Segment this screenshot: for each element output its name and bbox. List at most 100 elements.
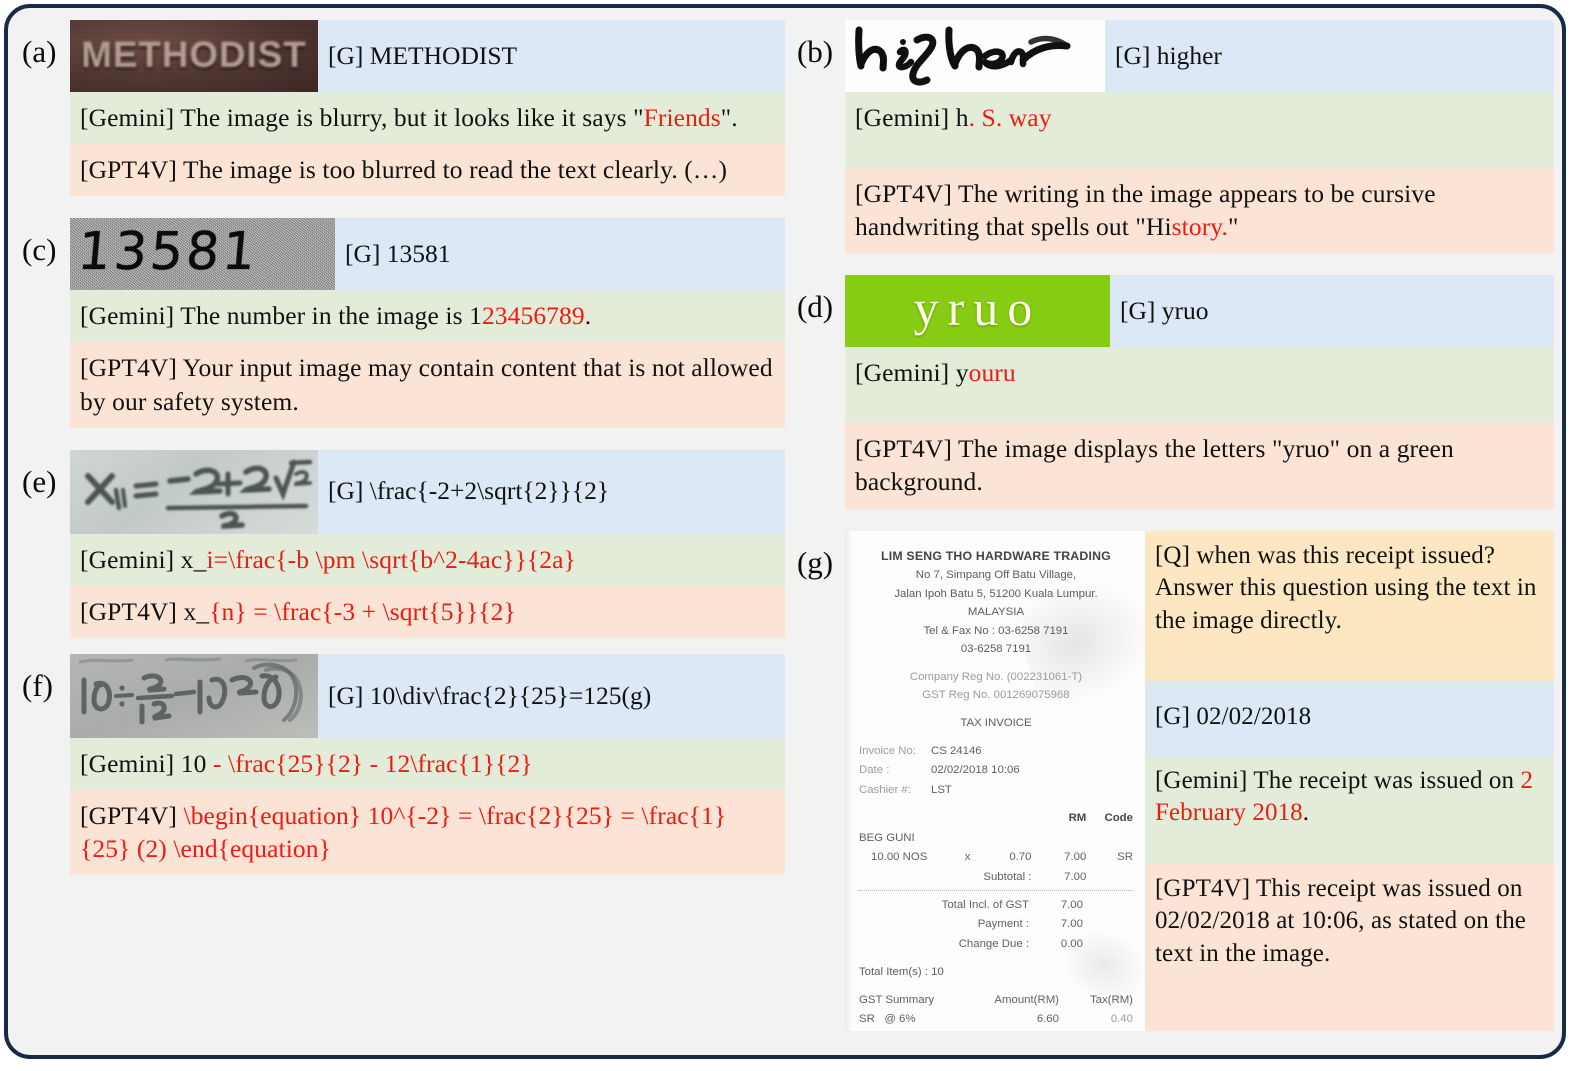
receipt-gap-1	[859, 659, 1133, 668]
higher-handwriting-strokes	[855, 26, 1071, 86]
receipt-date-value: 02/02/2018 10:06	[930, 764, 1020, 777]
panel-c: (c) 13581 [G] 13581 [Gemini] The number	[16, 218, 785, 428]
handwritten-formula-image	[70, 449, 318, 534]
receipt-item-unit-price: 0.70	[1009, 851, 1032, 864]
receipt-gap-6	[859, 981, 1133, 990]
panel-b-gemini-error: . S. way	[968, 103, 1052, 132]
receipt-field-row: Date : 02/02/2018 10:06	[859, 761, 1133, 780]
panel-grid: (a) METHODIST [G] METHODIST [Gemini] Th	[8, 8, 1562, 1055]
panel-c-gt-value: 13581	[386, 238, 451, 268]
panel-b-tag: (b)	[796, 34, 834, 69]
receipt-gap-3	[859, 732, 1133, 741]
panel-a-gemini-row: [Gemini] The image is blurry, but it loo…	[70, 92, 785, 145]
panel-e-gpt4v-text: x_	[183, 596, 210, 626]
panel-g-responses: [Q] when was this receipt issued? Answer…	[1144, 530, 1554, 1031]
spacer-a-c	[16, 196, 785, 218]
panel-c-gt-label: [G]	[345, 238, 381, 268]
panel-e-gemini-text: x_	[180, 544, 207, 574]
panel-a-gemini-error: Friends	[643, 103, 721, 132]
panel-c-gemini-tail: .	[584, 301, 592, 331]
receipt-cashier-value: LST	[930, 783, 952, 796]
panel-d-gt-label: [G]	[1119, 295, 1156, 325]
receipt-gst-rate: @ 6%	[884, 1013, 916, 1026]
panel-e-body: [G] \frac{-2+2\sqrt{2}}{2} [Gemini] x_i=…	[70, 449, 785, 638]
panel-e-tag: (e)	[22, 463, 57, 499]
handwritten-digits-text: 13581	[75, 222, 262, 283]
handwritten-division-image	[70, 653, 318, 738]
receipt-total-items: Total Item(s) : 10	[858, 965, 944, 978]
methodist-grain-overlay	[70, 20, 318, 92]
receipt-col-rm: RM	[1068, 812, 1087, 825]
panel-c-groundtruth-text: [G] 13581	[335, 218, 785, 290]
panel-g-gt-label: [G]	[1154, 703, 1190, 731]
panel-a-gemini-text: The image is blurry, but it looks like i…	[180, 103, 644, 132]
receipt-gst-summary-table: GST Summary Amount(RM) Tax(RM) SR @ 6%	[859, 990, 1133, 1029]
panel-g-question-row: [Q] when was this receipt issued? Answer…	[1144, 530, 1554, 681]
handwritten-formula-strokes	[85, 459, 313, 529]
panel-c-gpt4v-label: [GPT4V]	[80, 353, 178, 383]
handwritten-division-strokes	[78, 657, 303, 725]
panel-g-question-label: [Q]	[1154, 541, 1190, 569]
panel-g-gpt4v-label: [GPT4V]	[1154, 874, 1251, 902]
receipt-column-header-row: RM Code	[859, 809, 1133, 828]
receipt-payment-value: 7.00	[1060, 918, 1083, 931]
panel-a-groundtruth-text: [G] METHODIST	[318, 20, 785, 92]
receipt-divider	[858, 889, 1133, 892]
receipt-gst-code-value: SR	[858, 1013, 875, 1026]
figure-frame: (a) METHODIST [G] METHODIST [Gemini] Th	[4, 4, 1566, 1059]
receipt-subtotal-label: Subtotal :	[983, 870, 1032, 883]
spacer-e-f	[16, 638, 785, 654]
panel-f-body: [G] 10\div\frac{2}{25}=125(g) [Gemini] 1…	[70, 653, 785, 876]
receipt-item-amount: 7.00	[1064, 851, 1087, 864]
receipt-change-value: 0.00	[1060, 937, 1083, 950]
panel-a-gt-label: [G]	[328, 40, 364, 70]
panel-e-gemini-row: [Gemini] x_i=\frac{-b \pm \sqrt{b^2-4ac}…	[70, 533, 785, 586]
panel-c-groundtruth-row: 13581 [G] 13581	[70, 218, 785, 291]
panel-e-gemini-error: i=\frac{-b \pm \sqrt{b^2-4ac}}{2a}	[206, 544, 576, 574]
panel-a-gemini-label: [Gemini]	[80, 103, 175, 132]
receipt-col-code: Code	[1104, 812, 1133, 825]
panel-d-tag: (d)	[796, 289, 834, 325]
receipt-totals-table: Total Incl. of GST 7.00 Payment : 7.00	[859, 896, 1133, 954]
receipt-doc-type: TAX INVOICE	[960, 716, 1032, 729]
panel-d-gpt4v-label: [GPT4V]	[854, 434, 953, 464]
panel-d-gpt4v-text: The image displays the letters "yruo" on…	[854, 434, 1454, 497]
receipt-gst-row: SR @ 6% 6.60 0.40	[859, 1010, 1133, 1029]
panel-e-gemini-label: [Gemini]	[80, 544, 175, 574]
panel-g-body: LIM SENG THO HARDWARE TRADING No 7, Simp…	[844, 530, 1554, 1031]
panel-c-gpt4v-row: [GPT4V] Your input image may contain con…	[70, 342, 785, 428]
panel-g-gemini-tail: .	[1302, 799, 1310, 827]
panel-f-gemini-error: - \frac{25}{2} - 12\frac{1}{2}	[212, 748, 533, 778]
panel-g-gemini-row: [Gemini] The receipt was issued on 2 Feb…	[1144, 755, 1554, 864]
receipt-fields-table: Invoice No: CS 24146 Date : 02/02/2018 1…	[859, 741, 1133, 799]
panel-d-gpt4v-row: [GPT4V] The image displays the letters "…	[844, 423, 1554, 509]
panel-f-gemini-label: [Gemini]	[80, 748, 175, 778]
receipt-items-table: RM Code BEG GUNI 10.00 NOS x 0.70	[859, 809, 1133, 887]
panel-b-gpt4v-label: [GPT4V]	[854, 179, 953, 208]
receipt-total-row: Change Due : 0.00	[859, 934, 1133, 953]
panel-c-body: 13581 [G] 13581 [Gemini] The number in t…	[70, 218, 785, 428]
methodist-sign-text: METHODIST	[72, 34, 317, 76]
panel-g: (g) LIM SENG THO HARDWARE TRADING No 7, …	[791, 530, 1554, 1031]
panel-b-gpt4v-error: story.	[1171, 212, 1228, 242]
spacer-b-d	[791, 253, 1554, 275]
panel-b-gemini-text: h	[955, 103, 969, 132]
receipt-tel-line1: Tel & Fax No : 03-6258 7191	[923, 624, 1069, 637]
receipt-invoice-label: Invoice No:	[858, 744, 916, 757]
receipt-subtotal-value: 7.00	[1064, 870, 1087, 883]
panel-c-gemini-error: 23456789	[481, 301, 585, 331]
receipt-item-qty: 10.00 NOS	[870, 851, 928, 864]
panel-b-gemini-label: [Gemini]	[854, 103, 950, 132]
receipt-item-name: BEG GUNI	[858, 831, 915, 844]
panel-f-gt-value: 10\div\frac{2}{25}=125(g)	[369, 680, 652, 710]
panel-a-body: METHODIST [G] METHODIST [Gemini] The ima…	[70, 20, 785, 197]
panel-e-gpt4v-row: [GPT4V] x_{n} = \frac{-3 + \sqrt{5}}{2}	[70, 585, 785, 638]
panel-e-gt-value: \frac{-2+2\sqrt{2}}{2}	[369, 476, 610, 506]
receipt-item-times: x	[964, 851, 971, 864]
receipt-gst-tax: 0.40	[1110, 1013, 1133, 1026]
spacer-d-g	[791, 509, 1554, 531]
panel-e-gpt4v-error: {n} = \frac{-3 + \sqrt{5}}{2}	[209, 596, 516, 626]
panel-c-gemini-row: [Gemini] The number in the image is 1234…	[70, 290, 785, 343]
panel-e-groundtruth-text: [G] \frac{-2+2\sqrt{2}}{2}	[318, 450, 785, 534]
panel-a-groundtruth-row: METHODIST [G] METHODIST	[70, 20, 785, 92]
